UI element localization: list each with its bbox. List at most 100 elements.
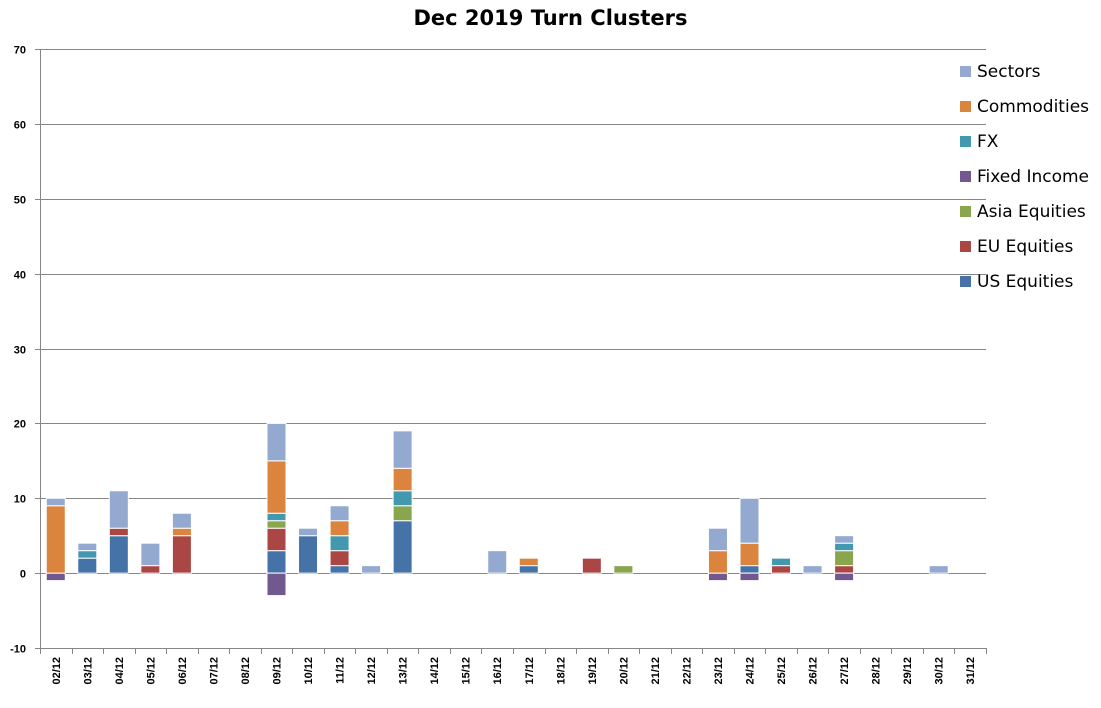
bar-segment-fixed-income — [707, 572, 728, 582]
x-tick-label: 20/12 — [618, 657, 630, 685]
legend-swatch — [960, 136, 971, 147]
y-tick-labels: -10 0 10 20 30 40 50 60 70 — [10, 45, 26, 656]
bar-segment-sectors — [266, 422, 287, 462]
legend-label: Fixed Income — [977, 166, 1090, 187]
y-tick-label: 0 — [20, 569, 26, 581]
bar-segment-asia-equities — [392, 505, 413, 522]
x-tick-label: 27/12 — [839, 657, 851, 685]
x-tick-label: 02/12 — [51, 657, 63, 685]
x-tick-label: 21/12 — [650, 657, 662, 685]
x-tick-label: 19/12 — [587, 657, 599, 685]
bar-segment-fixed-income — [266, 572, 287, 597]
x-tick-label: 29/12 — [902, 657, 914, 685]
bar-segment-fx — [771, 557, 792, 567]
bar-segment-sectors — [834, 535, 855, 544]
x-tick-label: 23/12 — [713, 657, 725, 685]
x-tick-label: 03/12 — [82, 657, 94, 685]
bar-segment-commodities — [739, 542, 760, 567]
bar-segment-eu-equities — [834, 565, 855, 574]
x-tick-label: 09/12 — [272, 657, 284, 685]
x-tick-label: 25/12 — [776, 657, 788, 685]
x-tick-label: 04/12 — [114, 657, 126, 685]
bar-segment-commodities — [171, 527, 192, 537]
bar-segment-fx — [266, 512, 287, 522]
legend-swatch — [960, 101, 971, 112]
legend-item: Fixed Income — [960, 159, 1089, 194]
x-tick-label: 17/12 — [524, 657, 536, 685]
bar-segment-asia-equities — [613, 565, 634, 574]
y-tick-label: 30 — [14, 345, 26, 357]
y-tick-label: 40 — [14, 270, 26, 282]
legend-label: EU Equities — [977, 236, 1074, 257]
x-tick-label: 13/12 — [398, 657, 410, 685]
bar-segment-sectors — [392, 430, 413, 469]
bar-segment-us-equities — [266, 550, 287, 574]
x-tick-label: 30/12 — [934, 657, 946, 685]
chart-legend: Sectors Commodities FX Fixed Income Asia Equ… — [960, 54, 1089, 299]
bar-segment-sectors — [298, 527, 319, 537]
bar-segment-eu-equities — [329, 550, 350, 567]
bar-segment-commodities — [45, 505, 66, 574]
bar-segment-asia-equities — [834, 550, 855, 567]
legend-item: Sectors — [960, 54, 1089, 89]
y-tick-label: 60 — [14, 120, 26, 132]
legend-label: FX — [977, 131, 999, 152]
bar-segment-eu-equities — [266, 527, 287, 552]
y-tick-label: -10 — [10, 644, 26, 656]
x-tick-label: 16/12 — [492, 657, 504, 685]
x-tick-label: 15/12 — [461, 657, 473, 685]
x-tick-label: 22/12 — [681, 657, 693, 685]
bar-segment-fx — [834, 542, 855, 552]
chart-title: Dec 2019 Turn Clusters — [413, 6, 688, 30]
bar-segment-fixed-income — [834, 572, 855, 582]
bar-segment-eu-equities — [108, 527, 129, 537]
bar-segment-eu-equities — [581, 557, 602, 574]
legend-label: Sectors — [977, 61, 1041, 82]
legend-swatch — [960, 171, 971, 182]
y-tick-label: 20 — [14, 419, 26, 431]
legend-item: Asia Equities — [960, 194, 1089, 229]
x-tick-labels: 02/12 03/12 04/12 05/12 06/12 07/12 08/12 09/12… — [51, 657, 977, 685]
bar-segment-sectors — [329, 505, 350, 522]
x-tick-label: 18/12 — [555, 657, 567, 685]
bar-segment-sectors — [739, 497, 760, 544]
bar-segment-fx — [329, 535, 350, 552]
bar-segment-commodities — [329, 520, 350, 537]
bar-segment-us-equities — [298, 535, 319, 574]
legend-swatch — [960, 206, 971, 217]
bar-segment-sectors — [487, 550, 508, 574]
bar-segment-sectors — [108, 490, 129, 529]
axes — [35, 49, 987, 654]
bar-segment-us-equities — [108, 535, 129, 574]
bar-segment-sectors — [928, 565, 949, 574]
bar-segment-eu-equities — [140, 565, 161, 574]
x-tick-label: 10/12 — [303, 657, 315, 685]
y-tick-label: 70 — [14, 45, 26, 57]
bar-segment-fx — [77, 550, 98, 559]
x-tick-label: 11/12 — [335, 657, 347, 684]
y-tick-label: 50 — [14, 195, 26, 207]
bar-segment-sectors — [45, 497, 66, 507]
bar-segment-fixed-income — [739, 572, 760, 582]
legend-label: Asia Equities — [977, 201, 1086, 222]
bar-segment-sectors — [361, 565, 382, 574]
x-tick-label: 24/12 — [745, 657, 757, 685]
legend-item: FX — [960, 124, 1089, 159]
x-tick-label: 14/12 — [429, 657, 441, 685]
bar-segment-sectors — [140, 542, 161, 567]
bar-segment-sectors — [171, 512, 192, 529]
bar-segment-sectors — [77, 542, 98, 552]
bar-segment-us-equities — [392, 520, 413, 574]
x-tick-label: 31/12 — [965, 657, 977, 685]
grid-lines — [40, 49, 986, 649]
bar-segment-commodities — [266, 460, 287, 514]
x-tick-label: 26/12 — [808, 657, 820, 685]
bar-segment-fx — [392, 490, 413, 507]
legend-label: Commodities — [977, 96, 1090, 117]
x-tick-label: 05/12 — [145, 657, 157, 685]
legend-item: Commodities — [960, 89, 1089, 124]
bars — [45, 422, 949, 597]
bar-segment-us-equities — [77, 557, 98, 574]
legend-swatch — [960, 241, 971, 252]
